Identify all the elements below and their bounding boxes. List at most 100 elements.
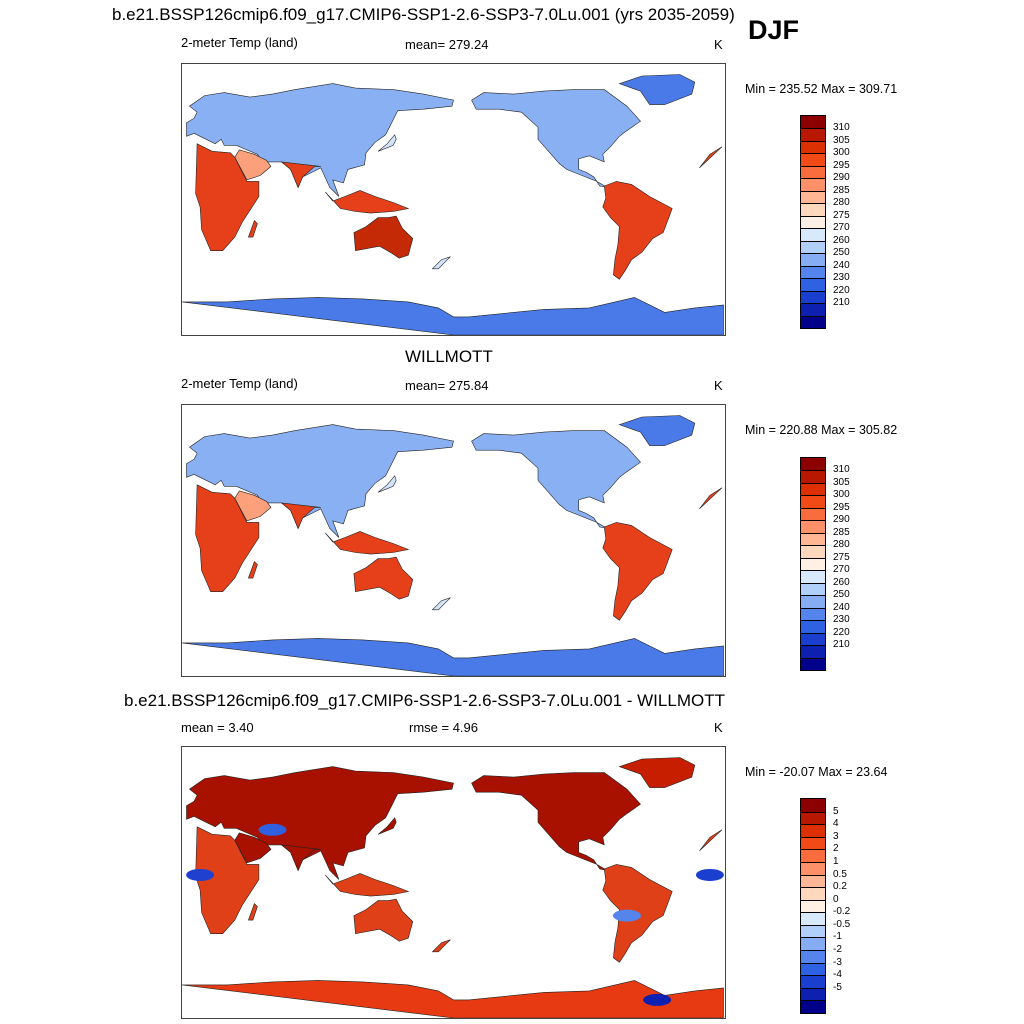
land-region — [618, 415, 696, 446]
land-region — [377, 817, 397, 835]
bias-blotch — [612, 909, 641, 922]
colorbar-tick-label: 1 — [833, 855, 839, 867]
colorbar-tick-label: 220 — [833, 626, 850, 638]
panel2-title: WILLMOTT — [405, 347, 493, 366]
colorbar-swatch — [801, 290, 825, 304]
colorbar-swatch — [801, 582, 825, 596]
colorbar-tick-label: 285 — [833, 526, 850, 538]
land-region — [699, 487, 723, 510]
colorbar-tick-label: 0.2 — [833, 881, 847, 893]
land-region — [186, 766, 454, 880]
panel1-title: b.e21.BSSP126cmip6.f09_g17.CMIP6-SSP1-2.… — [112, 5, 735, 24]
colorbar-tick-label: 280 — [833, 539, 850, 551]
colorbar-tick-label: 300 — [833, 489, 850, 501]
colorbar-swatch — [801, 178, 825, 192]
colorbar-swatch — [801, 495, 825, 509]
panel2-range: Min = 220.88 Max = 305.82 — [745, 423, 898, 437]
panel3-title: b.e21.BSSP126cmip6.f09_g17.CMIP6-SSP1-2.… — [124, 691, 725, 710]
land-region — [377, 134, 397, 152]
colorbar-swatch — [801, 950, 825, 964]
land-region — [234, 149, 272, 181]
land-region — [247, 561, 258, 579]
season-label: DJF — [748, 15, 800, 45]
colorbar-tick-label: 305 — [833, 476, 850, 488]
colorbar-tick-label: 2 — [833, 843, 839, 855]
colorbar-swatch — [801, 799, 825, 813]
land-region — [431, 256, 451, 270]
colorbar-swatch — [801, 836, 825, 850]
land-region — [247, 220, 258, 238]
colorbar-tick-label: -5 — [833, 981, 842, 993]
colorbar-swatch — [801, 228, 825, 242]
land-region — [353, 215, 414, 259]
land-region — [377, 475, 397, 493]
land-region — [247, 903, 258, 921]
colorbar-swatch — [801, 140, 825, 154]
colorbar-tick-label: 290 — [833, 172, 850, 184]
land-region — [699, 146, 723, 169]
colorbar-swatch — [801, 899, 825, 913]
colorbar-swatch — [801, 645, 825, 659]
colorbar-tick-label: 295 — [833, 159, 850, 171]
panel1-map-svg — [182, 74, 724, 335]
panel2-colorbar — [800, 457, 826, 671]
colorbar-tick-label: 275 — [833, 551, 850, 563]
colorbar-tick-label: 295 — [833, 501, 850, 513]
bias-blotch — [695, 868, 724, 881]
colorbar-swatch — [801, 303, 825, 317]
colorbar-swatch — [801, 987, 825, 1001]
colorbar-swatch — [801, 849, 825, 863]
colorbar-swatch — [801, 507, 825, 521]
colorbar-tick-label: 310 — [833, 464, 850, 476]
panel1-units: K — [714, 37, 723, 52]
colorbar-swatch — [801, 657, 825, 671]
panel3-map — [181, 746, 726, 1019]
colorbar-swatch — [801, 632, 825, 646]
colorbar-swatch — [801, 240, 825, 254]
land-region — [182, 638, 724, 676]
panel1-colorbar — [800, 115, 826, 329]
colorbar-tick-label: 270 — [833, 222, 850, 234]
land-region — [602, 181, 673, 280]
panel3-range: Min = -20.07 Max = 23.64 — [745, 765, 888, 779]
colorbar-swatch — [801, 570, 825, 584]
colorbar-tick-label: 270 — [833, 564, 850, 576]
colorbar-swatch — [801, 215, 825, 229]
colorbar-tick-label: -0.2 — [833, 906, 851, 918]
colorbar-tick-label: -3 — [833, 956, 842, 968]
land-region — [195, 484, 260, 592]
land-region — [195, 826, 260, 934]
bias-blotch — [258, 823, 287, 836]
land-region — [471, 772, 641, 871]
colorbar-swatch — [801, 874, 825, 888]
colorbar-tick-label: 4 — [833, 818, 839, 830]
colorbar-tick-label: 260 — [833, 234, 850, 246]
land-region — [471, 89, 641, 188]
colorbar-swatch — [801, 824, 825, 838]
panel3-colorbar — [800, 798, 826, 1014]
colorbar-tick-label: 305 — [833, 134, 850, 146]
land-region — [699, 829, 723, 852]
colorbar-tick-label: 300 — [833, 147, 850, 159]
colorbar-swatch — [801, 545, 825, 559]
colorbar-tick-label: 240 — [833, 259, 850, 271]
colorbar-swatch — [801, 265, 825, 279]
panel2-map-svg — [182, 415, 724, 676]
colorbar-tick-label: 310 — [833, 122, 850, 134]
colorbar-swatch — [801, 607, 825, 621]
colorbar-tick-label: 230 — [833, 272, 850, 284]
colorbar-swatch — [801, 470, 825, 484]
colorbar-swatch — [801, 165, 825, 179]
land-region — [234, 832, 272, 864]
land-region — [182, 297, 724, 335]
land-region — [471, 430, 641, 529]
colorbar-swatch — [801, 1000, 825, 1014]
land-region — [353, 556, 414, 600]
colorbar-swatch — [801, 861, 825, 876]
panel1-range: Min = 235.52 Max = 309.71 — [745, 82, 898, 96]
colorbar-tick-label: -0.5 — [833, 918, 851, 930]
colorbar-tick-label: 3 — [833, 830, 839, 842]
colorbar-swatch — [801, 116, 825, 129]
land-region — [186, 83, 454, 197]
panel3-units: K — [714, 720, 723, 735]
